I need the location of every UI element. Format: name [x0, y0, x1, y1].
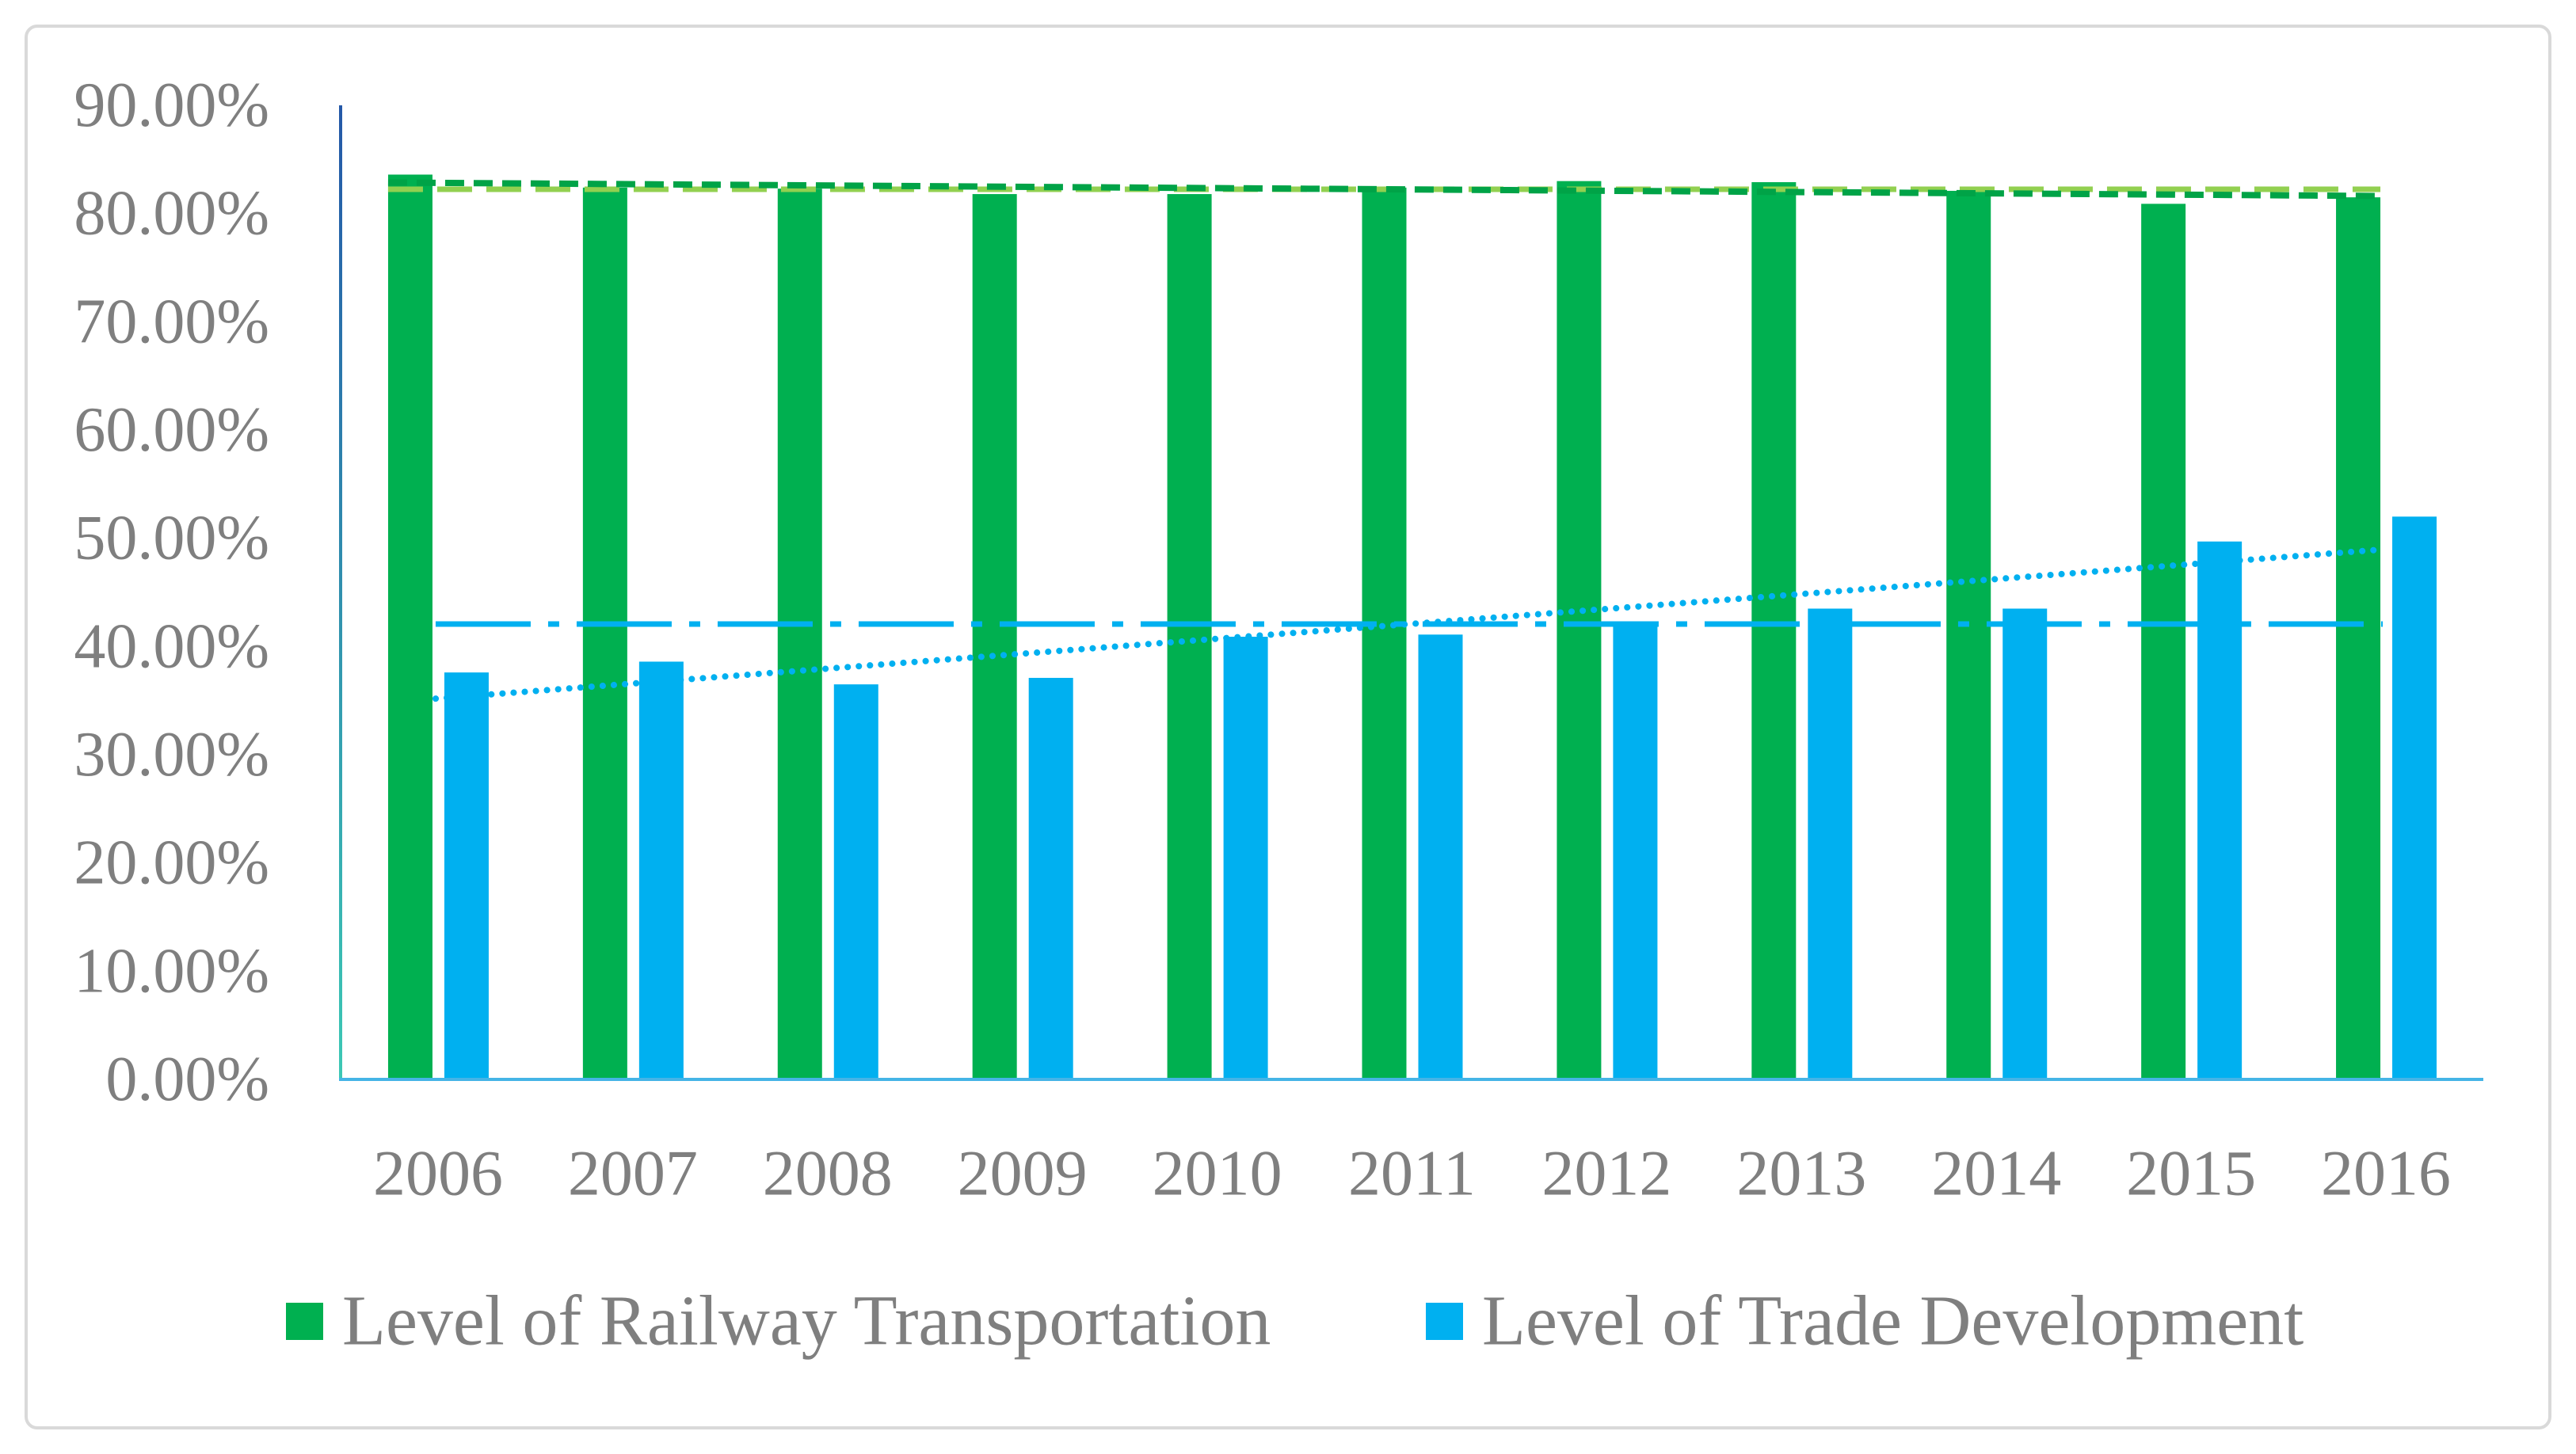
x-tick-label-2007: 2007 [568, 1137, 698, 1209]
y-tick-label-60: 60.00% [74, 395, 269, 465]
bar-level-of-trade-development-2012 [1613, 621, 1658, 1079]
bar-level-of-trade-development-2016 [2392, 516, 2437, 1079]
trend-line-level-of-trade-development [432, 546, 2387, 702]
x-tick-label-2016: 2016 [2321, 1137, 2451, 1209]
bar-level-of-railway-transportation-2011 [1362, 187, 1407, 1079]
x-tick-label-2009: 2009 [958, 1137, 1088, 1209]
legend-label-trade: Level of Trade Development [1482, 1282, 2304, 1361]
bar-level-of-trade-development-2010 [1223, 637, 1268, 1079]
x-tick-label-2012: 2012 [1541, 1137, 1671, 1209]
y-tick-label-30: 30.00% [74, 720, 269, 790]
y-tick-label-70: 70.00% [74, 287, 269, 356]
bar-level-of-trade-development-2009 [1028, 677, 1073, 1079]
x-tick-label-2010: 2010 [1153, 1137, 1282, 1209]
bar-level-of-railway-transportation-2012 [1557, 181, 1602, 1080]
x-tick-label-2014: 2014 [1931, 1137, 2061, 1209]
bar-level-of-trade-development-2013 [1808, 608, 1853, 1079]
legend-item-trade: Level of Trade Development [1426, 1282, 2304, 1361]
bar-level-of-railway-transportation-2006 [387, 174, 433, 1079]
legend-label-railway: Level of Railway Transportation [342, 1282, 1271, 1361]
x-tick-label-2015: 2015 [2126, 1137, 2256, 1209]
bar-level-of-trade-development-2015 [2197, 541, 2243, 1079]
bar-level-of-railway-transportation-2016 [2336, 197, 2381, 1080]
legend-swatch-railway [286, 1303, 323, 1340]
legend: Level of Railway Transportation Level of… [286, 1282, 2304, 1361]
legend-item-railway: Level of Railway Transportation [286, 1282, 1271, 1361]
y-tick-label-40: 40.00% [74, 611, 269, 681]
x-axis-tick-labels: 2006 2007 2008 2009 2010 2011 2012 2013 2014 2015… [373, 1137, 2451, 1209]
bar-level-of-railway-transportation-2007 [582, 187, 627, 1079]
bar-level-of-railway-transportation-2013 [1751, 182, 1797, 1080]
bar-level-of-trade-development-2007 [638, 661, 684, 1079]
y-tick-label-20: 20.00% [74, 828, 269, 898]
legend-swatch-trade [1426, 1303, 1463, 1340]
bar-level-of-railway-transportation-2015 [2141, 204, 2186, 1079]
bar-level-of-trade-development-2014 [2002, 608, 2048, 1079]
bar-marks [387, 174, 2437, 1080]
x-tick-label-2013: 2013 [1736, 1137, 1866, 1209]
y-tick-label-0: 0.00% [105, 1045, 269, 1114]
x-tick-label-2006: 2006 [373, 1137, 503, 1209]
y-tick-label-80: 80.00% [74, 179, 269, 249]
y-axis-tick-labels: 0.00% 10.00% 20.00% 30.00% 40.00% 50.00% 60.00… [74, 70, 269, 1114]
y-tick-label-50: 50.00% [74, 504, 269, 573]
reference-lines [387, 179, 2387, 702]
x-tick-label-2011: 2011 [1348, 1137, 1476, 1209]
bar-level-of-trade-development-2006 [444, 672, 489, 1079]
trend-line-level-of-railway-transportation [387, 179, 2381, 200]
bar-level-of-trade-development-2011 [1418, 634, 1463, 1079]
bar-level-of-railway-transportation-2008 [777, 188, 822, 1079]
y-tick-label-90: 90.00% [74, 70, 269, 140]
bar-level-of-railway-transportation-2009 [972, 194, 1017, 1080]
bar-level-of-trade-development-2008 [833, 684, 878, 1079]
x-tick-label-2008: 2008 [763, 1137, 893, 1209]
bar-level-of-railway-transportation-2014 [1946, 190, 1991, 1079]
y-tick-label-10: 10.00% [74, 936, 269, 1006]
